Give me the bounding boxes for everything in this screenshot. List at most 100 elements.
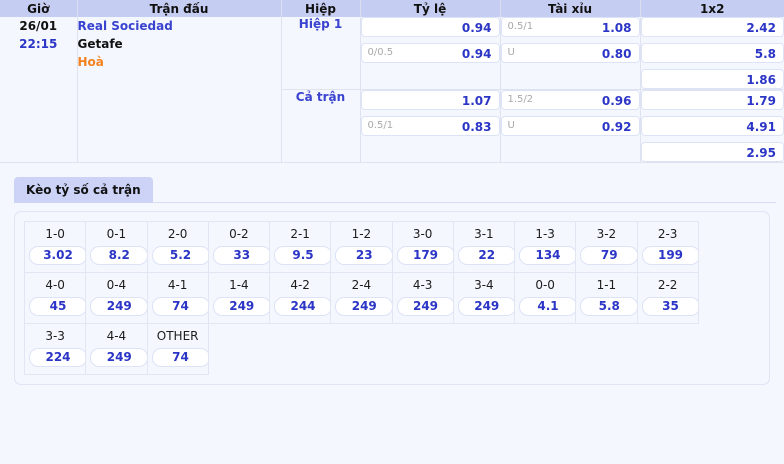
- score-grid-row: 1-0 3.02 0-1 8.2 2-0 5.2 0-2 33 2-1 9.5 1-2 23 3-0 17…: [23, 221, 760, 273]
- score-line-label: 3-3: [45, 329, 65, 343]
- score-grid-empty-cell: [575, 323, 637, 375]
- score-grid-cell: 0-2 33: [207, 221, 271, 273]
- score-grid-cell: 3-2 79: [575, 221, 639, 273]
- score-line-label: 1-4: [229, 278, 249, 292]
- home-team-name[interactable]: Real Sociedad: [77, 19, 173, 33]
- score-odds-box[interactable]: 199: [641, 246, 700, 265]
- score-odds-box[interactable]: 249: [457, 297, 516, 316]
- score-odds-box[interactable]: 5.2: [151, 246, 210, 265]
- score-grid-empty-cell: [330, 323, 392, 375]
- score-odds-box[interactable]: 74: [151, 348, 210, 367]
- tab-strip: Kèo tỷ số cả trận: [0, 177, 784, 203]
- overunder-line-label: U: [507, 47, 515, 58]
- score-odds-box[interactable]: 22: [457, 246, 516, 265]
- score-odds-box[interactable]: 249: [335, 297, 394, 316]
- score-grid-cell: 4-3 249: [391, 272, 455, 324]
- score-odds-box[interactable]: 33: [212, 246, 271, 265]
- period-label-cell-2: Cả trận: [281, 89, 361, 163]
- score-odds-box[interactable]: 23: [335, 246, 394, 265]
- 1x2-odds-value: 2.42: [746, 21, 776, 35]
- handicap-odds-value: 1.07: [461, 94, 492, 108]
- score-odds-box[interactable]: 74: [151, 297, 210, 316]
- score-odds-box[interactable]: 224: [29, 348, 87, 367]
- score-line-label: OTHER: [156, 329, 199, 343]
- 1x2-cell-period-1: 2.42 5.8 1.86: [640, 17, 784, 90]
- score-grid-empty-cell: [453, 323, 515, 375]
- score-odds-box[interactable]: 79: [580, 246, 639, 265]
- handicap-odds-value: 0.83: [461, 120, 492, 134]
- 1x2-odds-box[interactable]: 4.91: [640, 116, 784, 136]
- 1x2-odds-box[interactable]: 1.86: [640, 69, 784, 89]
- 1x2-odds-value: 5.8: [754, 47, 776, 61]
- score-grid-cell: 2-3 199: [636, 221, 700, 273]
- score-odds-box[interactable]: 249: [90, 297, 149, 316]
- score-grid-cell: 2-4 249: [330, 272, 394, 324]
- tab-correct-score[interactable]: Kèo tỷ số cả trận: [14, 177, 153, 203]
- score-odds-box[interactable]: 35: [641, 297, 700, 316]
- handicap-odds-box[interactable]: 1.07: [360, 90, 500, 110]
- score-odds-box[interactable]: 45: [29, 297, 87, 316]
- handicap-odds-box[interactable]: 0/0.5 0.94: [360, 43, 500, 63]
- handicap-odds-box[interactable]: 0.5/1 0.83: [360, 116, 500, 136]
- score-odds-box[interactable]: 249: [212, 297, 271, 316]
- score-grid-cell: 4-4 249: [85, 323, 149, 375]
- correct-score-card: 1-0 3.02 0-1 8.2 2-0 5.2 0-2 33 2-1 9.5 1-2 23 3-0 17…: [14, 211, 770, 385]
- score-odds-box[interactable]: 8.2: [90, 246, 149, 265]
- handicap-odds-box[interactable]: 0.94: [360, 17, 500, 37]
- score-odds-box[interactable]: 134: [519, 246, 577, 265]
- score-grid-cell: 3-4 249: [452, 272, 516, 324]
- column-header-match: Trận đấu: [77, 0, 282, 17]
- score-line-label: 2-2: [657, 278, 678, 292]
- score-odds-box[interactable]: 179: [396, 246, 455, 265]
- handicap-line-label: 0/0.5: [367, 47, 394, 58]
- score-grid-cell: 3-0 179: [391, 221, 455, 273]
- 1x2-cell-period-full: 1.79 4.91 2.95: [640, 89, 784, 163]
- overunder-line-label: U: [507, 120, 515, 131]
- overunder-odds-box[interactable]: U 0.92: [500, 116, 640, 136]
- overunder-odds-value: 0.96: [601, 94, 632, 108]
- score-grid-cell: 1-2 23: [330, 221, 394, 273]
- score-line-label: 4-0: [45, 278, 65, 292]
- overunder-line-label: 0.5/1: [507, 21, 534, 32]
- match-date: 26/01: [19, 19, 58, 33]
- score-odds-box[interactable]: 4.1: [519, 297, 577, 316]
- column-header-period: Hiệp: [281, 0, 361, 17]
- 1x2-odds-box[interactable]: 2.42: [640, 17, 784, 37]
- score-odds-box[interactable]: 249: [90, 348, 149, 367]
- handicap-odds-value: 0.94: [461, 21, 492, 35]
- period-label-cell-1: Hiệp 1: [281, 17, 361, 90]
- score-odds-box[interactable]: 249: [396, 297, 455, 316]
- score-line-label: 3-4: [474, 278, 494, 292]
- score-line-label: 4-2: [290, 278, 310, 292]
- overunder-odds-box[interactable]: U 0.80: [500, 43, 640, 63]
- score-line-label: 3-2: [596, 227, 617, 241]
- 1x2-odds-value: 4.91: [746, 120, 776, 134]
- score-grid-cell: 1-1 5.8: [575, 272, 639, 324]
- 1x2-odds-box[interactable]: 5.8: [640, 43, 784, 63]
- score-grid-empty-cell: [637, 323, 699, 375]
- table-header-row: Giờ Trận đấu Hiệp Tỷ lệ Tài xỉu 1x2: [0, 0, 784, 17]
- score-odds-box[interactable]: 5.8: [580, 297, 639, 316]
- 1x2-odds-box[interactable]: 1.79: [640, 90, 784, 110]
- score-line-label: 2-0: [167, 227, 188, 241]
- column-header-overunder: Tài xỉu: [500, 0, 641, 17]
- score-odds-box[interactable]: 9.5: [274, 246, 332, 265]
- overunder-odds-box[interactable]: 0.5/1 1.08: [500, 17, 640, 37]
- score-line-label: 2-1: [290, 227, 310, 241]
- score-line-label: 3-0: [412, 227, 433, 241]
- score-grid-empty-cell: [208, 323, 270, 375]
- score-odds-box[interactable]: 244: [274, 297, 332, 316]
- score-line-label: 1-2: [351, 227, 372, 241]
- tab-underline: [14, 202, 776, 203]
- score-line-label: 2-3: [657, 227, 678, 241]
- overunder-odds-box[interactable]: 1.5/2 0.96: [500, 90, 640, 110]
- score-grid-cell: 1-3 134: [513, 221, 577, 273]
- score-line-label: 4-4: [106, 329, 127, 343]
- handicap-cell-period-full: 1.07 0.5/1 0.83: [360, 89, 501, 163]
- 1x2-odds-value: 1.86: [746, 73, 776, 87]
- correct-score-grid: 1-0 3.02 0-1 8.2 2-0 5.2 0-2 33 2-1 9.5 1-2 23 3-0 17…: [23, 221, 760, 375]
- away-team-name[interactable]: Getafe: [77, 37, 123, 51]
- 1x2-odds-box[interactable]: 2.95: [640, 142, 784, 162]
- score-odds-box[interactable]: 3.02: [29, 246, 87, 265]
- score-grid-cell: 0-4 249: [85, 272, 149, 324]
